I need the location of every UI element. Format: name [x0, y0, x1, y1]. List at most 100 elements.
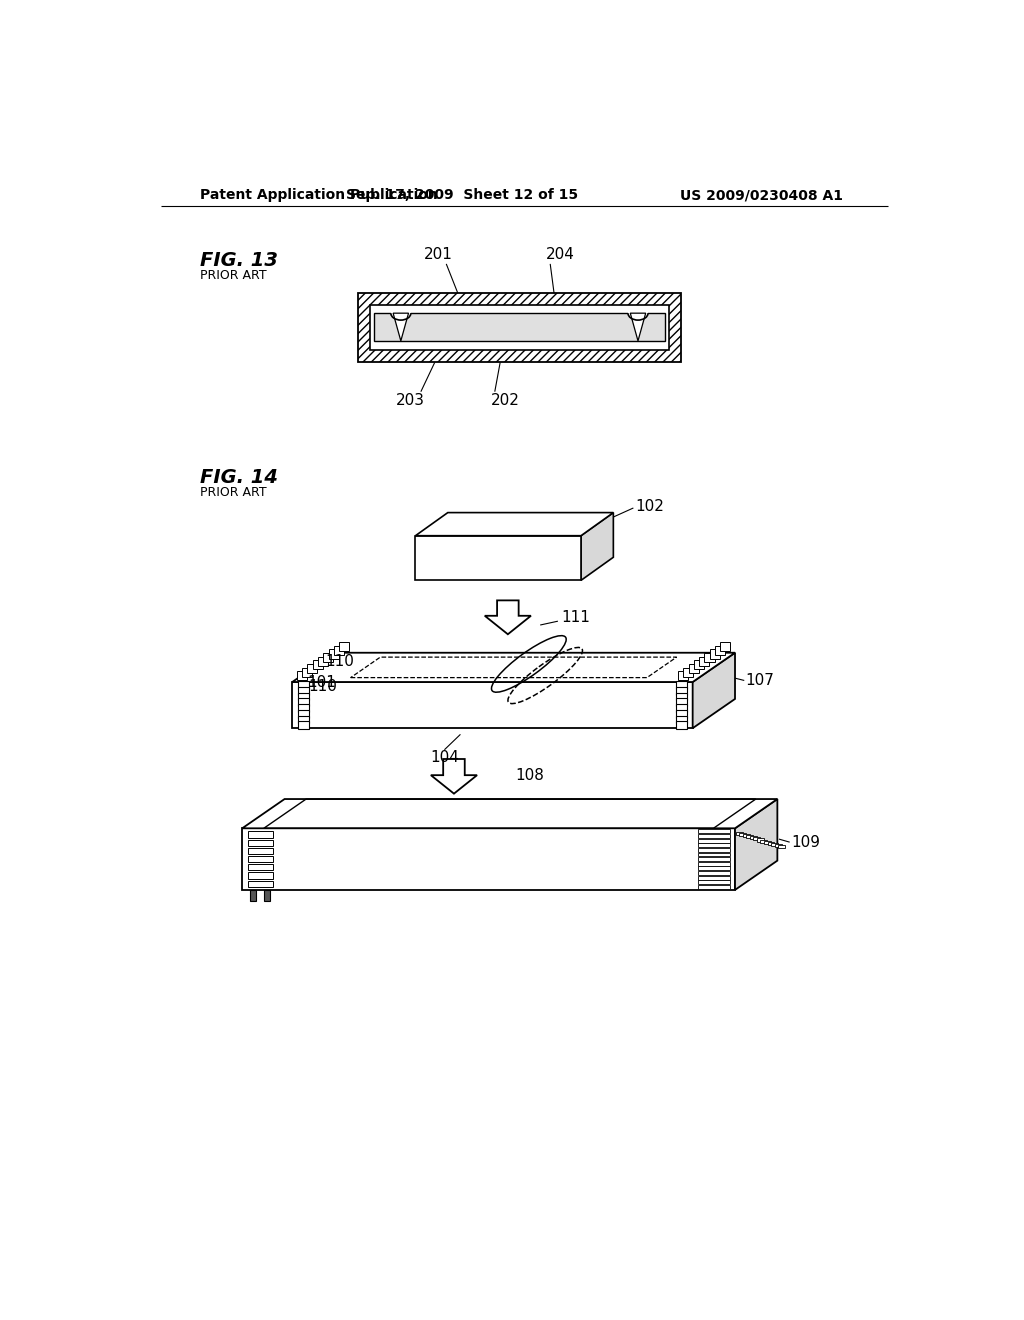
Bar [698, 834, 730, 838]
Polygon shape [393, 313, 409, 341]
Bar [298, 698, 309, 706]
Polygon shape [431, 759, 477, 793]
Bar [329, 649, 339, 659]
Bar [676, 698, 686, 706]
Text: 201: 201 [424, 247, 453, 263]
Bar [298, 693, 309, 701]
Text: 104: 104 [430, 750, 459, 766]
Bar [698, 884, 730, 888]
Bar [676, 686, 686, 694]
Bar [298, 704, 309, 711]
Bar [757, 838, 764, 842]
Bar [698, 843, 730, 847]
Bar [698, 880, 730, 884]
Bar [298, 715, 309, 723]
Text: 108: 108 [515, 768, 545, 784]
Bar [778, 845, 785, 847]
Bar [698, 829, 730, 833]
Bar [739, 833, 746, 837]
Bar [307, 664, 317, 673]
Bar [736, 832, 742, 836]
Polygon shape [484, 601, 531, 635]
Bar [710, 649, 720, 659]
Bar [750, 837, 757, 840]
Bar [754, 837, 761, 841]
Text: 107: 107 [745, 673, 775, 688]
Bar [761, 840, 767, 842]
Bar [676, 721, 686, 729]
Text: PRIOR ART: PRIOR ART [200, 269, 266, 282]
Bar [676, 715, 686, 723]
Bar [243, 829, 735, 890]
Text: 102: 102 [635, 499, 664, 513]
Bar [250, 890, 256, 900]
Text: US 2009/0230408 A1: US 2009/0230408 A1 [681, 189, 844, 202]
Bar [698, 847, 730, 851]
Bar [746, 836, 754, 838]
Text: PRIOR ART: PRIOR ART [200, 486, 266, 499]
Bar [370, 305, 669, 350]
Bar [705, 653, 715, 663]
Bar [676, 693, 686, 701]
Polygon shape [581, 512, 613, 581]
Bar [676, 710, 686, 718]
Bar [742, 834, 750, 837]
Polygon shape [416, 512, 613, 536]
Bar [683, 668, 693, 677]
Bar [676, 681, 686, 689]
Bar [357, 293, 681, 363]
Bar [264, 890, 270, 900]
Bar [249, 832, 273, 838]
Text: 202: 202 [492, 393, 520, 408]
Bar [699, 656, 710, 665]
Bar [698, 857, 730, 861]
Bar [698, 862, 730, 866]
Text: FIG. 14: FIG. 14 [200, 469, 278, 487]
Bar [698, 875, 730, 879]
Bar [416, 536, 581, 581]
Bar [698, 871, 730, 875]
Bar [678, 671, 688, 681]
Text: FIG. 13: FIG. 13 [200, 251, 278, 271]
Bar [318, 656, 328, 665]
Bar [298, 710, 309, 718]
Bar [774, 843, 781, 847]
Bar [324, 653, 334, 663]
Text: Sep. 17, 2009  Sheet 12 of 15: Sep. 17, 2009 Sheet 12 of 15 [345, 189, 578, 202]
Ellipse shape [391, 306, 411, 321]
Bar [298, 686, 309, 694]
Bar [768, 842, 774, 845]
Bar [374, 313, 665, 341]
Polygon shape [735, 799, 777, 890]
Text: 110: 110 [308, 680, 337, 694]
Bar [302, 668, 312, 677]
Polygon shape [692, 653, 735, 729]
Ellipse shape [628, 306, 648, 321]
Bar [688, 664, 698, 673]
Bar [249, 865, 273, 870]
Polygon shape [631, 313, 646, 341]
Text: 111: 111 [562, 610, 591, 624]
Bar [298, 721, 309, 729]
Polygon shape [243, 799, 777, 829]
Bar [297, 671, 307, 681]
Bar [339, 642, 349, 651]
Bar [249, 880, 273, 887]
Bar [694, 660, 703, 669]
Bar [292, 682, 692, 729]
Bar [249, 847, 273, 854]
Text: 109: 109 [792, 834, 820, 850]
Bar [764, 841, 771, 843]
Bar [698, 838, 730, 842]
Bar [698, 866, 730, 870]
Bar [334, 645, 344, 655]
Text: Patent Application Publication: Patent Application Publication [200, 189, 437, 202]
Bar [771, 842, 778, 846]
Text: 101: 101 [307, 675, 337, 690]
Text: 204: 204 [546, 247, 574, 263]
Bar [249, 840, 273, 846]
Text: 110: 110 [326, 653, 354, 669]
Bar [698, 853, 730, 857]
Bar [298, 681, 309, 689]
Bar [312, 660, 323, 669]
